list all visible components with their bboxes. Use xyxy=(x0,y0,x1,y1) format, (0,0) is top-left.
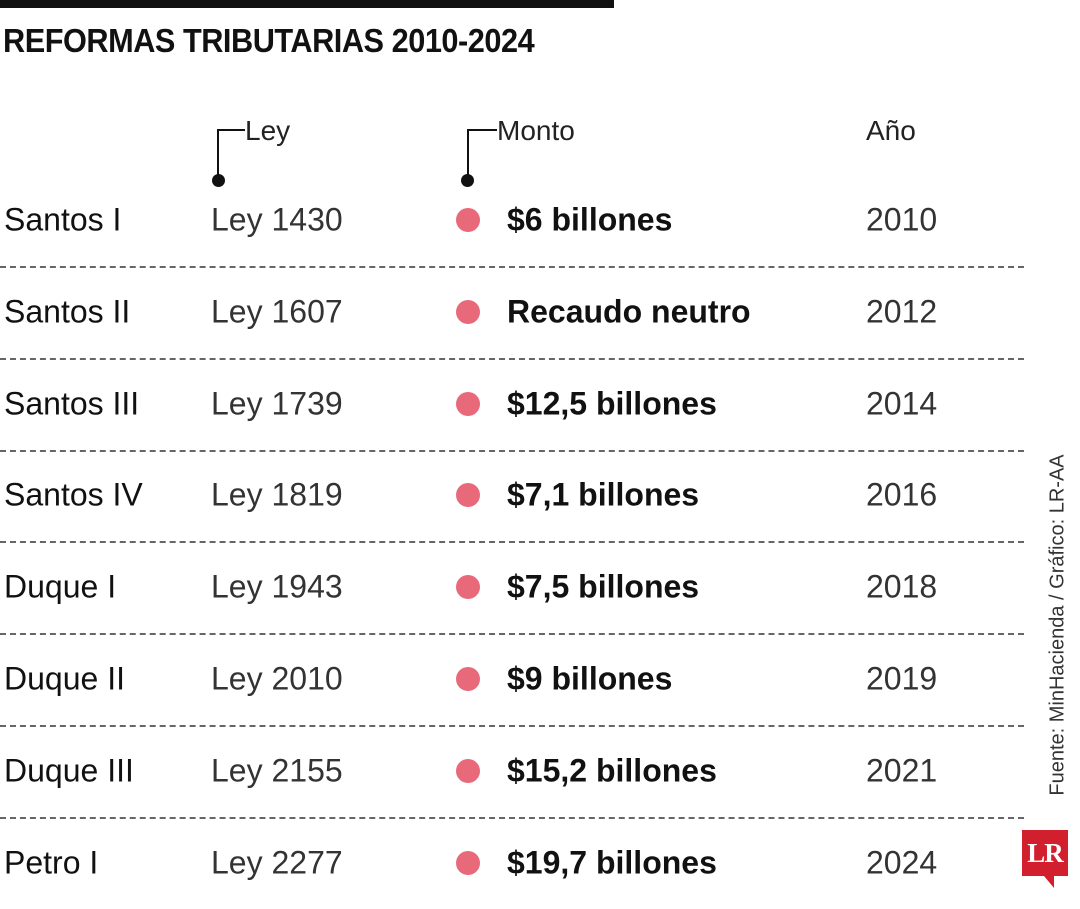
header-anio: Año xyxy=(866,115,916,146)
table-row: Duque II Ley 2010 $9 billones 2019 xyxy=(0,633,1030,725)
row-separator xyxy=(0,357,1024,360)
row-ley: Ley 2155 xyxy=(211,752,343,789)
lr-logo: LR xyxy=(1022,830,1068,876)
row-monto: $7,1 billones xyxy=(507,476,700,513)
monto-header-bracket xyxy=(467,129,497,177)
row-anio: 2012 xyxy=(866,293,938,330)
row-separator xyxy=(0,449,1024,452)
row-bullet-dot xyxy=(456,667,480,691)
chart-title: REFORMAS TRIBUTARIAS 2010-2024 xyxy=(3,22,535,59)
row-bullet-dot xyxy=(456,208,480,232)
row-monto: $15,2 billones xyxy=(507,752,717,789)
row-anio: 2021 xyxy=(866,752,938,789)
row-anio: 2018 xyxy=(866,568,938,605)
table-row: Petro I Ley 2277 $19,7 billones 2024 xyxy=(0,817,1030,909)
row-ley: Ley 2010 xyxy=(211,660,343,697)
row-monto: $12,5 billones xyxy=(507,385,717,422)
ley-header-bracket xyxy=(217,129,245,177)
row-bullet-dot xyxy=(456,758,480,783)
row-monto: $7,5 billones xyxy=(507,568,700,605)
row-monto: Recaudo neutro xyxy=(507,293,751,330)
row-ley: Ley 1430 xyxy=(211,201,343,238)
ley-header-dot xyxy=(212,174,225,187)
row-anio: 2014 xyxy=(866,385,938,422)
row-separator xyxy=(0,816,1024,819)
source-credit: Fuente: MinHacienda / Gráfico: LR-AA xyxy=(1046,454,1069,796)
row-anio: 2024 xyxy=(866,844,938,881)
row-monto: $6 billones xyxy=(507,201,673,238)
row-gobierno: Santos IV xyxy=(4,476,143,513)
row-separator xyxy=(0,541,1024,544)
row-anio: 2016 xyxy=(866,476,938,513)
row-monto: $19,7 billones xyxy=(507,844,717,881)
row-gobierno: Santos III xyxy=(4,385,140,422)
row-bullet-dot xyxy=(456,483,480,508)
table-row: Santos IV Ley 1819 $7,1 billones 2016 xyxy=(0,449,1030,541)
row-gobierno: Duque I xyxy=(4,568,117,605)
row-bullet-dot xyxy=(456,850,480,875)
table-row: Duque III Ley 2155 $15,2 billones 2021 xyxy=(0,725,1030,817)
lr-logo-tail xyxy=(1044,876,1054,888)
row-gobierno: Duque III xyxy=(4,752,134,789)
header-monto: Monto xyxy=(497,115,575,146)
table-row: Santos III Ley 1739 $12,5 billones 2014 xyxy=(0,358,1030,450)
row-gobierno: Petro I xyxy=(4,844,99,881)
row-anio: 2019 xyxy=(866,660,938,697)
row-anio: 2010 xyxy=(866,201,938,238)
row-monto: $9 billones xyxy=(507,660,673,697)
row-bullet-dot xyxy=(456,299,480,324)
header-ley: Ley xyxy=(245,115,291,146)
table-row: Santos I Ley 1430 $6 billones 2010 xyxy=(0,174,1030,266)
row-separator xyxy=(0,724,1024,727)
row-separator xyxy=(0,265,1024,268)
row-ley: Ley 1819 xyxy=(211,476,343,513)
table-row: Duque I Ley 1943 $7,5 billones 2018 xyxy=(0,541,1030,633)
row-ley: Ley 1943 xyxy=(211,568,343,605)
monto-header-dot xyxy=(461,174,474,187)
row-gobierno: Santos II xyxy=(4,293,131,330)
row-ley: Ley 1607 xyxy=(211,293,343,330)
row-separator xyxy=(0,633,1024,636)
top-rule xyxy=(0,0,614,8)
row-ley: Ley 2277 xyxy=(211,844,343,881)
table-row: Santos II Ley 1607 Recaudo neutro 2012 xyxy=(0,266,1030,358)
row-bullet-dot xyxy=(456,391,480,416)
row-gobierno: Santos I xyxy=(4,201,122,238)
row-ley: Ley 1739 xyxy=(211,385,343,422)
row-gobierno: Duque II xyxy=(4,660,125,697)
row-bullet-dot xyxy=(456,575,480,600)
